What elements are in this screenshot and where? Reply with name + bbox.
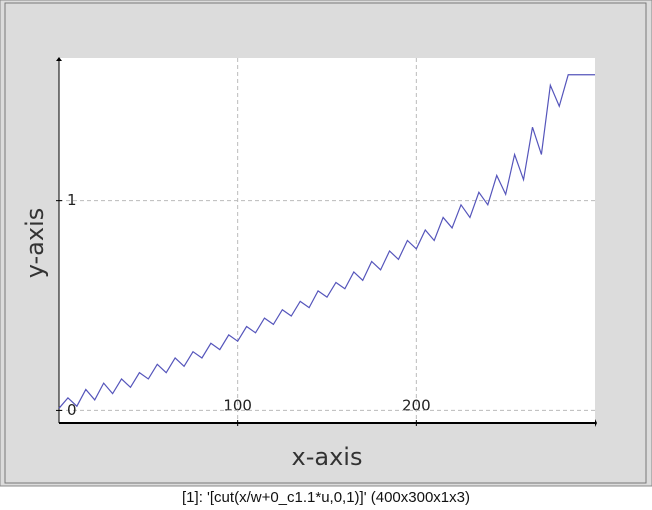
y-tick-label: 0 (67, 401, 77, 419)
y-tick-label: 1 (67, 191, 77, 209)
plot-area (59, 58, 595, 423)
x-tick-label: 200 (402, 397, 431, 415)
data-line (58, 74, 595, 409)
caption: [1]: '[cut(x/w+0_c1.1*u,0,1)]' (400x300x… (182, 489, 470, 506)
x-tick-label: 100 (223, 397, 252, 415)
y-axis-label: y-axis (21, 208, 49, 279)
x-axis-arrow (595, 419, 597, 427)
y-axis-arrow (56, 57, 62, 61)
x-axis-label: x-axis (292, 443, 363, 471)
